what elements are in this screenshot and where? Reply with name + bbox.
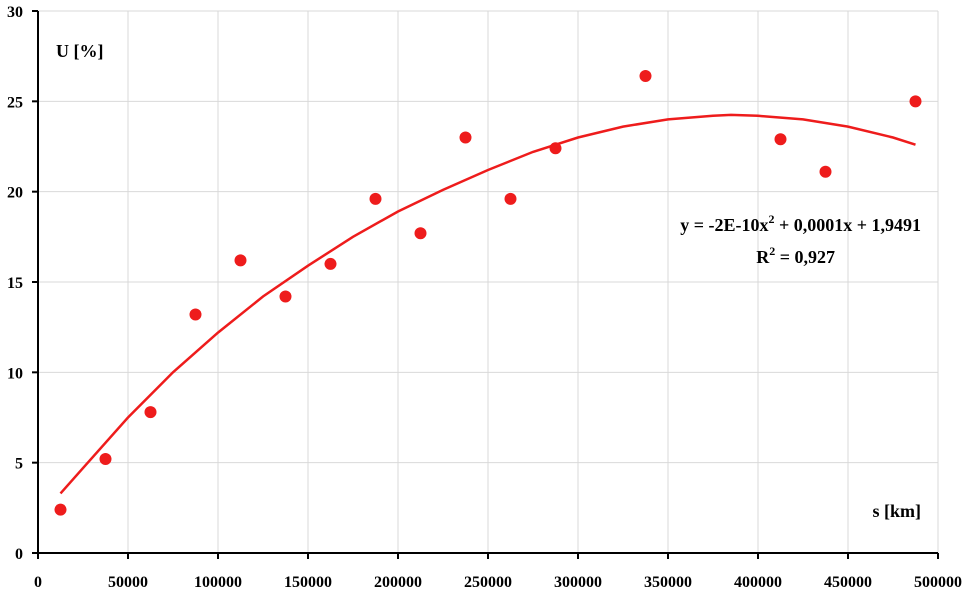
y-tick-label: 15 (7, 275, 23, 292)
y-tick-label: 5 (15, 456, 23, 473)
x-tick-label: 50000 (108, 574, 148, 591)
data-point (369, 192, 382, 205)
data-point (144, 406, 157, 419)
data-point (54, 503, 67, 516)
grid (38, 10, 939, 553)
data-point (324, 257, 337, 270)
data-point (549, 142, 562, 155)
data-point (234, 254, 247, 267)
data-point (909, 95, 922, 108)
x-tick-label: 500000 (914, 574, 962, 591)
y-tick-label: 10 (7, 365, 23, 382)
equation-suffix: + 0,0001x + 1,9491 (774, 215, 921, 235)
x-tick-label: 400000 (734, 574, 782, 591)
trendline-layer (59, 113, 916, 495)
trendline-equation: y = -2E-10x2 + 0,0001x + 1,9491 (680, 212, 921, 235)
y-tick-label: 30 (7, 4, 23, 21)
data-point (819, 165, 832, 178)
y-axis-title: U [%] (56, 41, 104, 61)
data-point (279, 290, 292, 303)
x-tick-label: 100000 (194, 574, 242, 591)
data-points (54, 70, 922, 516)
data-point (99, 453, 112, 466)
data-point (189, 308, 202, 321)
data-point (639, 70, 652, 83)
equation-superscript: 2 (768, 212, 774, 226)
r-squared-label: R2 = 0,927 (756, 244, 835, 267)
data-point (414, 227, 427, 240)
equation-prefix: y = -2E-10x (680, 215, 768, 235)
r-squared-prefix: R (756, 247, 770, 267)
x-tick-label: 0 (34, 574, 42, 591)
x-tick-label: 150000 (284, 574, 332, 591)
r-squared-superscript: 2 (769, 244, 775, 258)
data-point (774, 133, 787, 146)
y-tick-label: 25 (7, 94, 23, 111)
data-point (504, 192, 517, 205)
y-tick-label: 20 (7, 185, 23, 202)
x-tick-label: 350000 (644, 574, 692, 591)
trendline (59, 113, 916, 495)
tick-labels: 0 50000 100000 150000 200000 250000 300000 3500… (7, 4, 962, 591)
x-tick-label: 300000 (554, 574, 602, 591)
y-tick-label: 0 (15, 546, 23, 563)
data-point (459, 131, 472, 144)
r-squared-suffix: = 0,927 (775, 247, 835, 267)
x-tick-label: 200000 (374, 574, 422, 591)
x-tick-label: 250000 (464, 574, 512, 591)
x-axis-title: s [km] (873, 501, 922, 521)
x-tick-label: 450000 (824, 574, 872, 591)
